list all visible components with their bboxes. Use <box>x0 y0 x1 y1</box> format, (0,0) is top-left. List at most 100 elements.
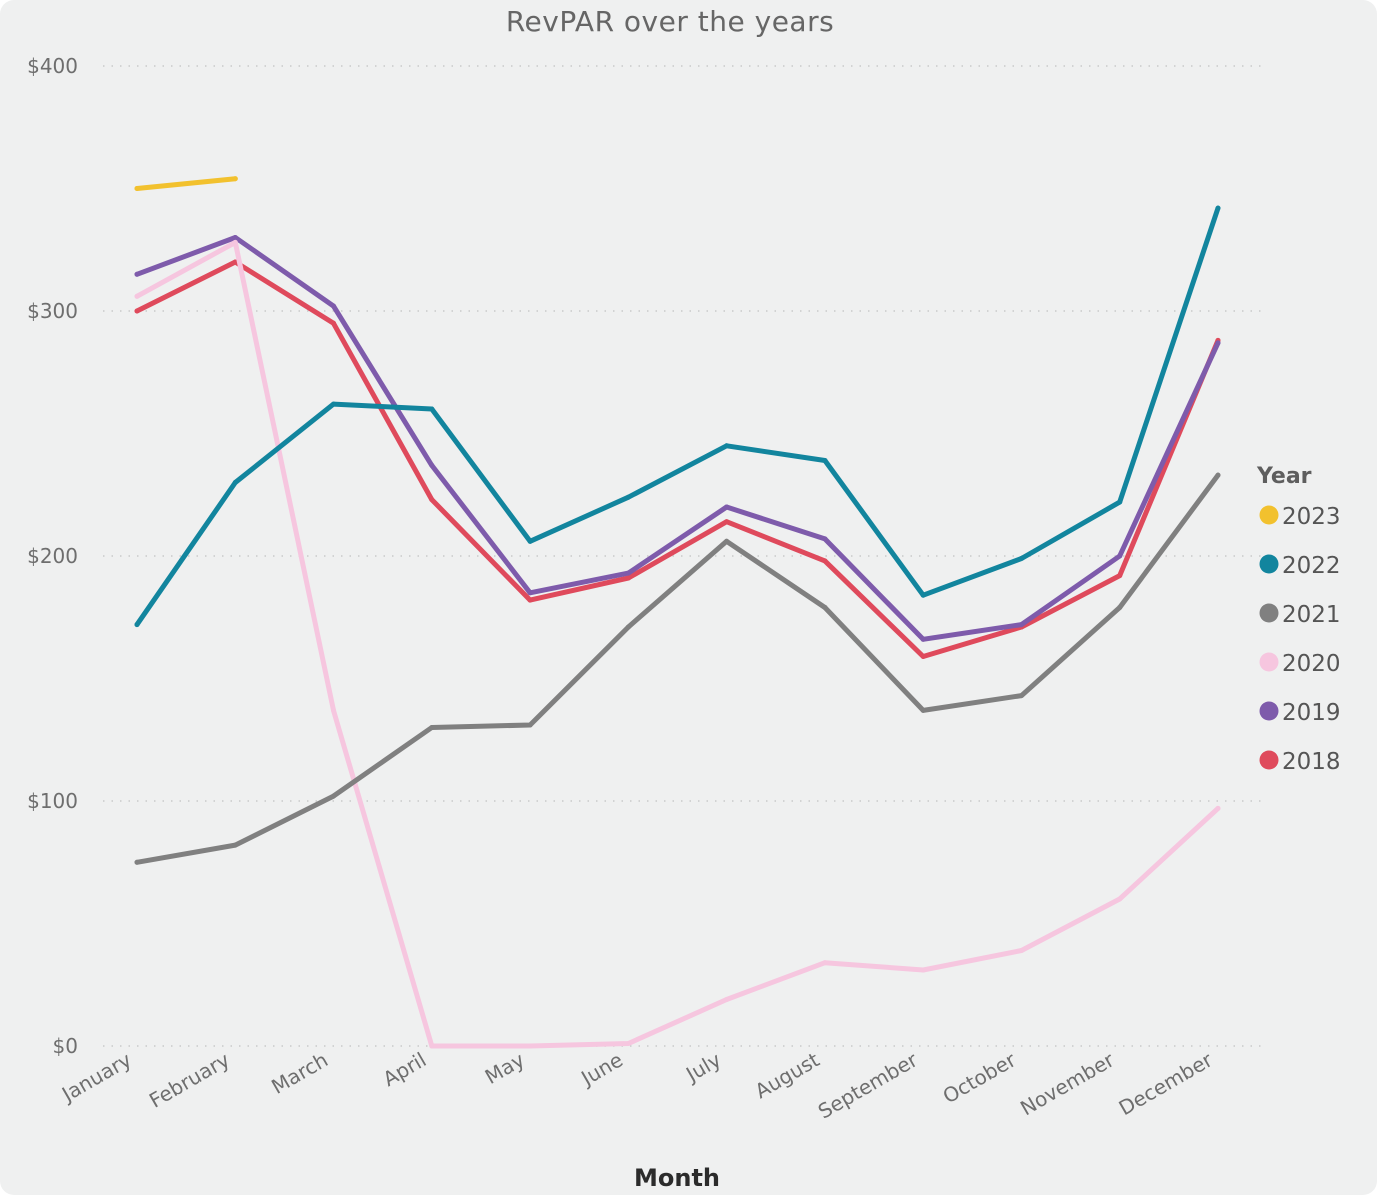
series-line-2018[interactable] <box>134 259 1221 659</box>
legend-item-2023[interactable]: 2023 <box>1259 504 1341 530</box>
data-point[interactable] <box>822 536 828 542</box>
legend-marker <box>1259 603 1279 623</box>
data-point[interactable] <box>1117 573 1123 579</box>
x-tick-label: July <box>680 1047 725 1087</box>
data-point[interactable] <box>429 462 435 468</box>
data-point[interactable] <box>232 842 238 848</box>
data-point[interactable] <box>1018 622 1024 628</box>
x-tick-label: September <box>814 1047 922 1123</box>
data-point[interactable] <box>920 967 926 973</box>
data-point[interactable] <box>1215 340 1221 346</box>
legend-item-2020[interactable]: 2020 <box>1259 651 1341 677</box>
legend-item-2021[interactable]: 2021 <box>1259 602 1341 628</box>
data-point[interactable] <box>1018 693 1024 699</box>
y-tick-label: $100 <box>27 789 78 813</box>
data-point[interactable] <box>1215 205 1221 211</box>
series-2021[interactable] <box>134 472 1221 865</box>
legend-label: 2018 <box>1282 749 1341 775</box>
data-point[interactable] <box>1117 604 1123 610</box>
data-point[interactable] <box>134 293 140 299</box>
legend-marker <box>1259 701 1279 721</box>
data-point[interactable] <box>429 406 435 412</box>
x-tick-label: March <box>267 1048 332 1099</box>
series-2023[interactable] <box>134 176 238 191</box>
data-point[interactable] <box>822 457 828 463</box>
gridlines <box>103 65 1262 1047</box>
series-lines <box>134 176 1221 1049</box>
data-point[interactable] <box>429 725 435 730</box>
data-point[interactable] <box>429 497 435 503</box>
data-point[interactable] <box>822 960 828 966</box>
data-point[interactable] <box>1117 499 1123 505</box>
x-tick-label: June <box>575 1048 626 1092</box>
data-point[interactable] <box>134 271 140 277</box>
data-point[interactable] <box>625 1041 631 1047</box>
data-point[interactable] <box>822 604 828 610</box>
data-point[interactable] <box>625 575 631 581</box>
data-point[interactable] <box>134 622 140 628</box>
data-point[interactable] <box>134 186 140 191</box>
legend-item-2018[interactable]: 2018 <box>1259 749 1341 775</box>
data-point[interactable] <box>920 592 926 598</box>
y-tick-label: $300 <box>27 299 78 323</box>
data-point[interactable] <box>527 538 533 544</box>
data-point[interactable] <box>1018 947 1024 953</box>
data-point[interactable] <box>331 401 337 407</box>
data-point[interactable] <box>625 624 631 630</box>
series-2019[interactable] <box>134 235 1221 642</box>
series-line-2023[interactable] <box>134 176 238 191</box>
data-point[interactable] <box>1018 555 1024 561</box>
data-point[interactable] <box>724 504 730 510</box>
data-point[interactable] <box>134 859 140 865</box>
data-point[interactable] <box>331 793 337 799</box>
data-point[interactable] <box>724 443 730 449</box>
legend-marker <box>1259 750 1279 770</box>
data-point[interactable] <box>527 597 533 603</box>
series-line-2020[interactable] <box>134 239 1221 1049</box>
chart-title: RevPAR over the years <box>506 5 834 38</box>
series-2018[interactable] <box>134 259 1221 659</box>
data-point[interactable] <box>1215 805 1221 811</box>
data-point[interactable] <box>625 570 631 576</box>
data-point[interactable] <box>331 303 337 309</box>
legend-item-2022[interactable]: 2022 <box>1259 553 1341 579</box>
data-point[interactable] <box>920 707 926 713</box>
data-point[interactable] <box>527 1043 533 1049</box>
data-point[interactable] <box>1117 553 1123 559</box>
data-point[interactable] <box>724 996 730 1002</box>
data-point[interactable] <box>920 636 926 642</box>
data-point[interactable] <box>331 320 337 326</box>
series-line-2019[interactable] <box>134 235 1221 642</box>
data-point[interactable] <box>1215 472 1221 478</box>
data-point[interactable] <box>429 1043 435 1049</box>
legend-marker <box>1259 554 1279 574</box>
legend-label: 2022 <box>1282 553 1341 579</box>
legend[interactable]: Year 2023 2022 2021 2020 2019 2018 <box>1256 464 1341 775</box>
y-axis-ticks: $0 $100 $200 $300 $400 <box>27 54 78 1058</box>
data-point[interactable] <box>232 235 238 240</box>
data-point[interactable] <box>1117 896 1123 902</box>
series-line-2022[interactable] <box>134 205 1221 628</box>
series-line-2021[interactable] <box>134 472 1221 865</box>
data-point[interactable] <box>724 538 730 544</box>
data-point[interactable] <box>134 308 140 314</box>
legend-label: 2020 <box>1282 651 1341 677</box>
data-point[interactable] <box>724 519 730 525</box>
data-point[interactable] <box>232 259 238 265</box>
data-point[interactable] <box>527 722 533 728</box>
data-point[interactable] <box>232 176 238 182</box>
x-tick-label: April <box>379 1048 431 1092</box>
data-point[interactable] <box>822 558 828 564</box>
x-axis-ticks: January February March April May June July Augu… <box>56 1047 1217 1123</box>
legend-item-2019[interactable]: 2019 <box>1259 700 1341 726</box>
data-point[interactable] <box>331 707 337 713</box>
x-axis-title: Month <box>634 1164 720 1192</box>
series-2022[interactable] <box>134 205 1221 628</box>
data-point[interactable] <box>232 239 238 245</box>
data-point[interactable] <box>527 590 533 596</box>
data-point[interactable] <box>232 480 238 485</box>
series-2020[interactable] <box>134 239 1221 1049</box>
data-point[interactable] <box>625 494 631 500</box>
data-point[interactable] <box>920 653 926 659</box>
